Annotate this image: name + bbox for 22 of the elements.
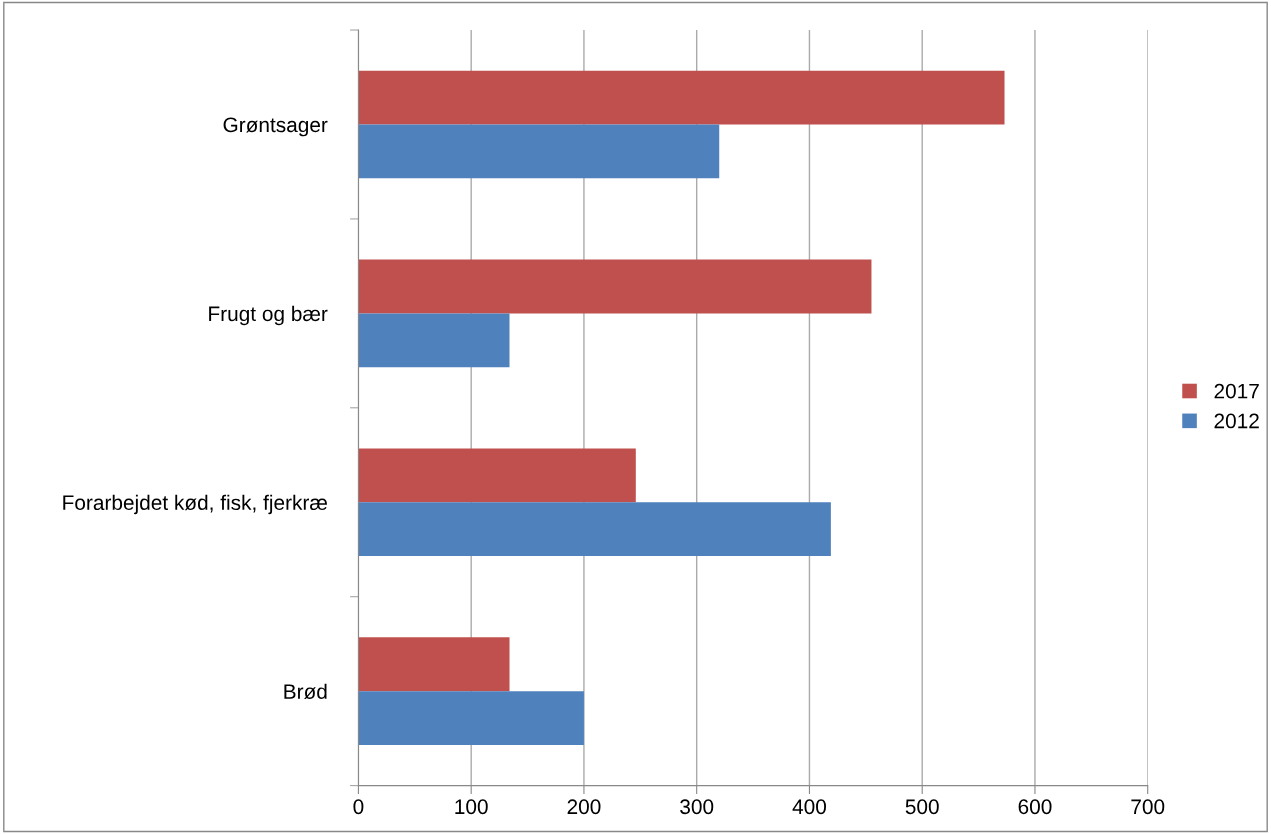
x-tick-label: 100 (455, 799, 488, 815)
bar (358, 70, 1005, 125)
x-tick-label: 0 (353, 799, 364, 815)
y-tick-label: Brød (284, 683, 327, 700)
x-tick-label: 600 (1018, 799, 1052, 815)
y-tick-label: Forarbejdet kød, fisk, fjerkræ (63, 494, 327, 515)
bar (358, 259, 872, 314)
x-tick-label: 200 (567, 799, 601, 815)
y-tick-label: Frugt og bær (209, 305, 328, 326)
x-tick-label: 400 (792, 799, 827, 815)
legend-label: 2012 (1214, 413, 1259, 429)
bar (358, 124, 720, 179)
y-tick-label: Grøntsager (223, 117, 328, 137)
bar (358, 691, 584, 746)
x-tick-label: 500 (905, 799, 939, 815)
bar (358, 637, 510, 692)
bar (358, 313, 510, 368)
bar (358, 448, 636, 503)
bar (358, 502, 831, 557)
x-tick-label: 300 (680, 799, 714, 815)
legend-label: 2017 (1214, 383, 1259, 399)
x-tick-label: 700 (1131, 799, 1165, 815)
